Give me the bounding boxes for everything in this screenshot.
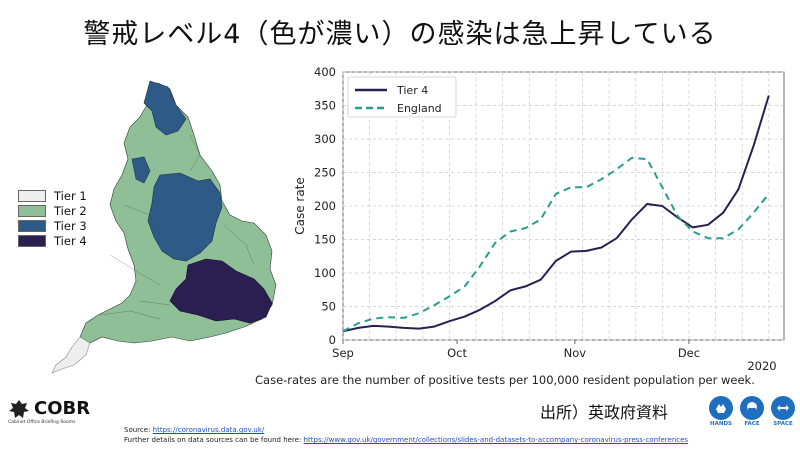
year-label: 2020 [747, 359, 776, 373]
y-axis-label: Case rate [293, 177, 307, 235]
face-badge: FACE [737, 396, 767, 427]
source-notes: Source: https://coronavirus.data.gov.uk/… [124, 425, 688, 445]
map-legend-item: Tier 2 [18, 203, 87, 218]
royal-crest-icon [9, 399, 29, 418]
tier1-swatch [18, 189, 46, 202]
tier3-swatch [18, 219, 46, 232]
tier4-swatch [18, 234, 46, 247]
map-legend-item: Tier 1 [18, 188, 87, 203]
hands-face-space-badges: HANDS FACE SPACE [706, 396, 799, 427]
x-tick-label: Nov [564, 346, 587, 360]
map-region-tier1 [51, 336, 91, 374]
chart-caption: Case-rates are the number of positive te… [255, 373, 755, 387]
map-legend-item: Tier 3 [18, 218, 87, 233]
map-region-tier3-ne [143, 80, 187, 136]
series-line-tier-4 [342, 95, 770, 333]
map-region-tier4 [169, 258, 273, 324]
map-legend-label: Tier 2 [54, 203, 87, 218]
space-badge: SPACE [768, 396, 798, 427]
y-tick-label: 400 [314, 65, 336, 79]
map-legend: Tier 1 Tier 2 Tier 3 Tier 4 [18, 188, 87, 248]
badge-label: HANDS [710, 421, 732, 427]
cobr-logo: COBR Cabinet Office Briefing Rooms [8, 398, 90, 425]
map-legend-item: Tier 4 [18, 233, 87, 248]
legend-label: Tier 4 [396, 84, 428, 97]
y-tick-label: 250 [314, 166, 336, 180]
series-line-england [342, 156, 770, 333]
cobr-name: COBR [34, 398, 91, 419]
y-tick-label: 350 [314, 99, 336, 113]
x-tick-label: Dec [678, 346, 700, 360]
y-tick-label: 0 [329, 333, 336, 347]
y-tick-label: 50 [321, 300, 336, 314]
source-prefix: Source: [124, 426, 153, 434]
map-legend-label: Tier 3 [54, 218, 87, 233]
details-prefix: Further details on data sources can be f… [124, 436, 304, 444]
chart-legend-box [347, 76, 457, 118]
y-tick-label: 200 [314, 199, 336, 213]
face-icon [747, 402, 757, 412]
legend-label: England [397, 102, 442, 115]
map-region-tier3-nw [131, 156, 151, 184]
y-tick-label: 150 [314, 233, 336, 247]
england-tier-map [51, 80, 277, 374]
map-legend-label: Tier 1 [54, 188, 87, 203]
x-tick-label: Sep [332, 346, 354, 360]
map-region-tier3-mid [147, 172, 223, 262]
hands-badge: HANDS [706, 396, 736, 427]
page-title: 警戒レベル4（色が濃い）の感染は急上昇している [83, 19, 717, 50]
tier2-swatch [18, 204, 46, 217]
cobr-subtitle: Cabinet Office Briefing Rooms [8, 420, 76, 425]
badge-label: SPACE [773, 421, 793, 427]
y-tick-label: 100 [314, 266, 336, 280]
source-link[interactable]: https://coronavirus.data.gov.uk/ [152, 426, 265, 434]
hands-icon [716, 404, 726, 413]
badge-label: FACE [744, 421, 760, 427]
x-tick-label: Oct [447, 346, 467, 360]
details-link[interactable]: https://www.gov.uk/government/collection… [303, 436, 689, 444]
source-attribution: 出所）英政府資料 [540, 403, 669, 422]
space-icon [777, 405, 789, 411]
y-tick-label: 300 [314, 132, 336, 146]
map-legend-label: Tier 4 [54, 233, 87, 248]
case-rate-line-chart: 0 50 100 150 200 250 300 350 400 Sep Oct Nov Dec 2020… [293, 65, 785, 373]
